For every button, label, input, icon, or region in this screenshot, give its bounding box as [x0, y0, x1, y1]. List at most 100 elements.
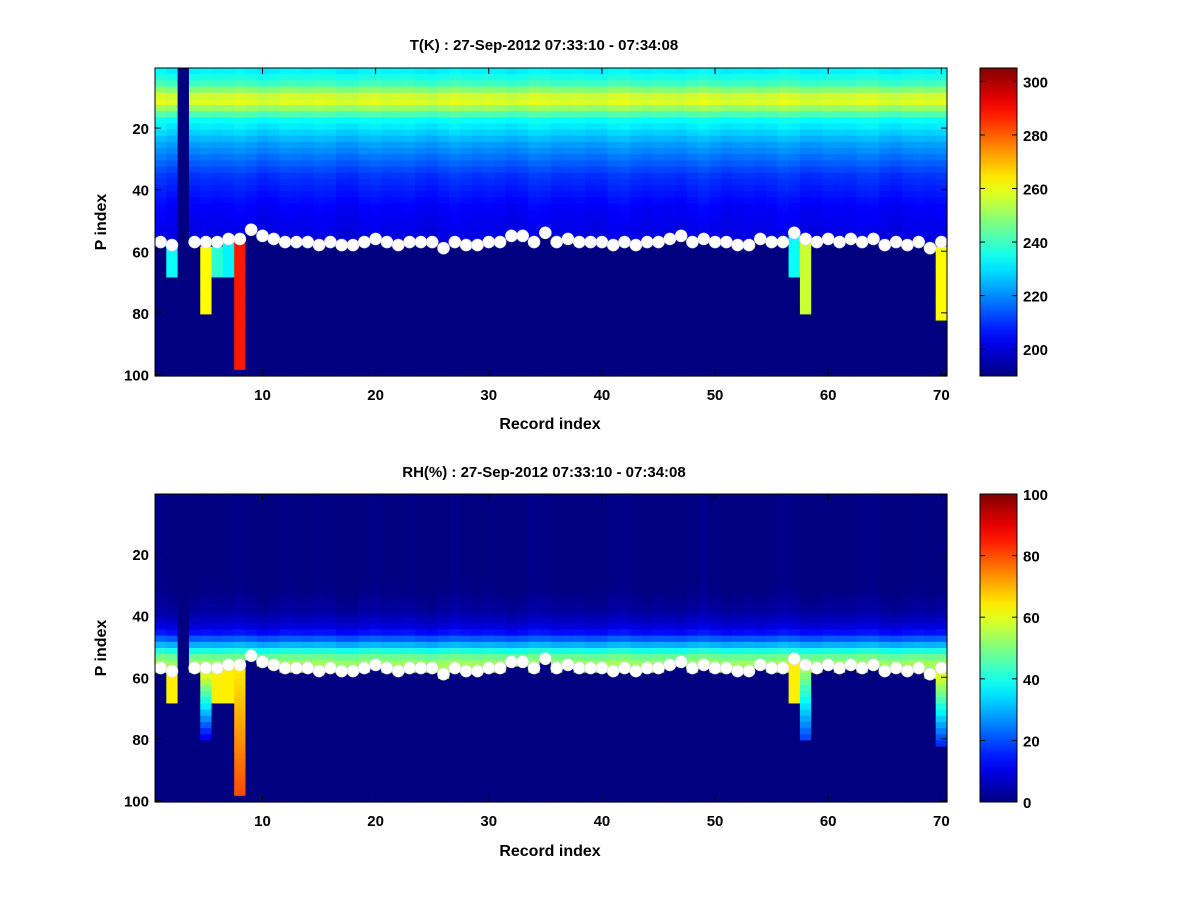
heatmap-cell: [177, 228, 190, 235]
heatmap-cell: [754, 160, 767, 168]
heatmap-cell: [324, 567, 337, 575]
heatmap-cell: [449, 289, 462, 297]
heatmap-cell: [188, 789, 201, 797]
heatmap-cell: [460, 154, 473, 161]
heatmap-cell: [799, 166, 812, 174]
heatmap-cell: [313, 332, 326, 340]
heatmap-cell: [211, 574, 224, 581]
heatmap-cell: [562, 326, 575, 334]
heatmap-cell: [245, 611, 258, 618]
heatmap-cell: [211, 271, 224, 279]
heatmap-cell: [324, 684, 337, 692]
heatmap-cell: [324, 617, 337, 624]
heatmap-cell: [788, 258, 801, 266]
heatmap-cell: [347, 215, 360, 223]
heatmap-cell: [222, 567, 235, 575]
heatmap-cell: [743, 148, 756, 155]
heatmap-cell: [358, 154, 371, 161]
x-tick-label: 70: [933, 387, 950, 404]
heatmap-cell: [935, 154, 948, 161]
heatmap-cell: [698, 160, 710, 168]
heatmap-cell: [392, 586, 405, 594]
heatmap-cell: [709, 252, 722, 260]
heatmap-cell: [290, 721, 303, 729]
heatmap-cell: [177, 117, 190, 125]
heatmap-cell: [709, 191, 722, 198]
heatmap-cell: [188, 308, 201, 315]
heatmap-cell: [913, 148, 925, 155]
heatmap-cell: [879, 271, 892, 279]
heatmap-cell: [584, 326, 597, 334]
heatmap-cell: [505, 345, 518, 352]
heatmap-cell: [913, 369, 925, 377]
surface-marker: [878, 238, 892, 252]
heatmap-cell: [460, 289, 473, 297]
heatmap-cell: [483, 172, 496, 180]
heatmap-cell: [505, 246, 518, 254]
heatmap-cell: [222, 524, 235, 532]
heatmap-cell: [392, 141, 405, 149]
heatmap-cell: [381, 160, 394, 168]
heatmap-cell: [200, 758, 213, 766]
heatmap-cell: [245, 494, 258, 501]
heatmap-cell: [381, 592, 394, 600]
heatmap-cell: [234, 326, 247, 334]
heatmap-cell: [471, 111, 484, 118]
heatmap-cell: [188, 166, 201, 174]
heatmap-cell: [392, 623, 405, 631]
heatmap-cell: [313, 363, 326, 371]
heatmap-cell: [211, 86, 224, 94]
heatmap-cell: [528, 141, 541, 149]
heatmap-cell: [268, 252, 281, 260]
heatmap-cell: [211, 684, 224, 692]
heatmap-cell: [256, 117, 269, 125]
heatmap-cell: [607, 209, 620, 217]
heatmap-cell: [381, 604, 394, 612]
heatmap-cell: [245, 74, 258, 81]
heatmap-cell: [245, 721, 258, 729]
heatmap-cell: [155, 160, 167, 168]
heatmap-cell: [336, 166, 348, 174]
heatmap-cell: [788, 68, 801, 75]
heatmap-cell: [234, 339, 247, 346]
heatmap-cell: [358, 549, 371, 557]
heatmap-cell: [211, 654, 224, 661]
heatmap-cell: [200, 148, 213, 155]
heatmap-cell: [483, 271, 496, 279]
heatmap-cell: [381, 641, 394, 649]
heatmap-cell: [222, 295, 235, 303]
heatmap-cell: [313, 648, 326, 655]
heatmap-cell: [290, 98, 303, 106]
heatmap-cell: [369, 574, 382, 581]
heatmap-cell: [777, 351, 790, 359]
heatmap-cell: [211, 369, 224, 377]
heatmap-cell: [528, 92, 541, 100]
heatmap-cell: [188, 86, 201, 94]
heatmap-cell: [777, 339, 790, 346]
heatmap-cell: [664, 351, 677, 359]
heatmap-cell: [268, 629, 281, 637]
heatmap-cell: [505, 369, 518, 377]
heatmap-cell: [347, 777, 360, 785]
heatmap-cell: [313, 783, 326, 791]
heatmap-cell: [313, 320, 326, 328]
heatmap-cell: [268, 721, 281, 729]
heatmap-cell: [222, 611, 235, 618]
heatmap-cell: [313, 691, 326, 698]
heatmap-cell: [336, 518, 348, 526]
heatmap-cell: [188, 771, 201, 778]
heatmap-cell: [313, 549, 326, 557]
heatmap-cell: [302, 604, 314, 612]
heatmap-cell: [732, 222, 744, 229]
heatmap-cell: [358, 222, 371, 229]
heatmap-cell: [437, 258, 450, 266]
heatmap-cell: [833, 308, 846, 315]
heatmap-cell: [596, 172, 609, 180]
heatmap-cell: [415, 228, 428, 235]
heatmap-cell: [732, 369, 744, 377]
heatmap-cell: [313, 500, 326, 507]
heatmap-cell: [867, 332, 880, 340]
heatmap-cell: [268, 314, 281, 322]
heatmap-cell: [403, 228, 416, 235]
heatmap-cell: [358, 339, 371, 346]
